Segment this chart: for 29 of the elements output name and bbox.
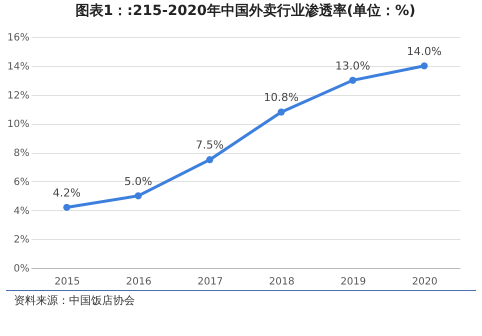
point xyxy=(420,62,428,70)
y-tick-label: 8% xyxy=(14,148,30,159)
y-tick-label: 12% xyxy=(7,90,30,102)
y-tick-label: 0% xyxy=(14,264,30,274)
chart-title: 图表1：:215-2020年中国外卖行业渗透率(单位：%) xyxy=(75,2,416,19)
point xyxy=(63,204,70,211)
point xyxy=(349,76,356,84)
point xyxy=(206,156,214,164)
data-label: 14.0% xyxy=(406,44,442,58)
x-tick-label: 2016 xyxy=(126,276,152,288)
data-label: 5.0% xyxy=(124,174,152,188)
point xyxy=(278,108,285,116)
data-label: 4.2% xyxy=(52,186,81,200)
data-label: 7.5% xyxy=(196,138,224,152)
data-label: 13.0% xyxy=(335,59,370,72)
x-tick-label: 2017 xyxy=(198,276,223,288)
y-tick-label: 16% xyxy=(7,32,30,44)
y-tick-label: 6% xyxy=(14,176,30,188)
x-tick-label: 2019 xyxy=(340,276,366,288)
x-tick-label: 2018 xyxy=(269,276,294,288)
text: 资料来源：中国饭店协会 xyxy=(6,290,476,310)
point xyxy=(134,192,142,200)
x-tick-label: 2015 xyxy=(54,276,80,288)
y-tick-label: 10% xyxy=(7,119,30,130)
y-tick-label: 14% xyxy=(7,61,30,72)
y-tick-label: 2% xyxy=(14,234,30,246)
x-tick-label: 2020 xyxy=(412,276,438,288)
y-tick-label: 4% xyxy=(14,206,30,217)
data-label: 10.8% xyxy=(264,91,299,104)
